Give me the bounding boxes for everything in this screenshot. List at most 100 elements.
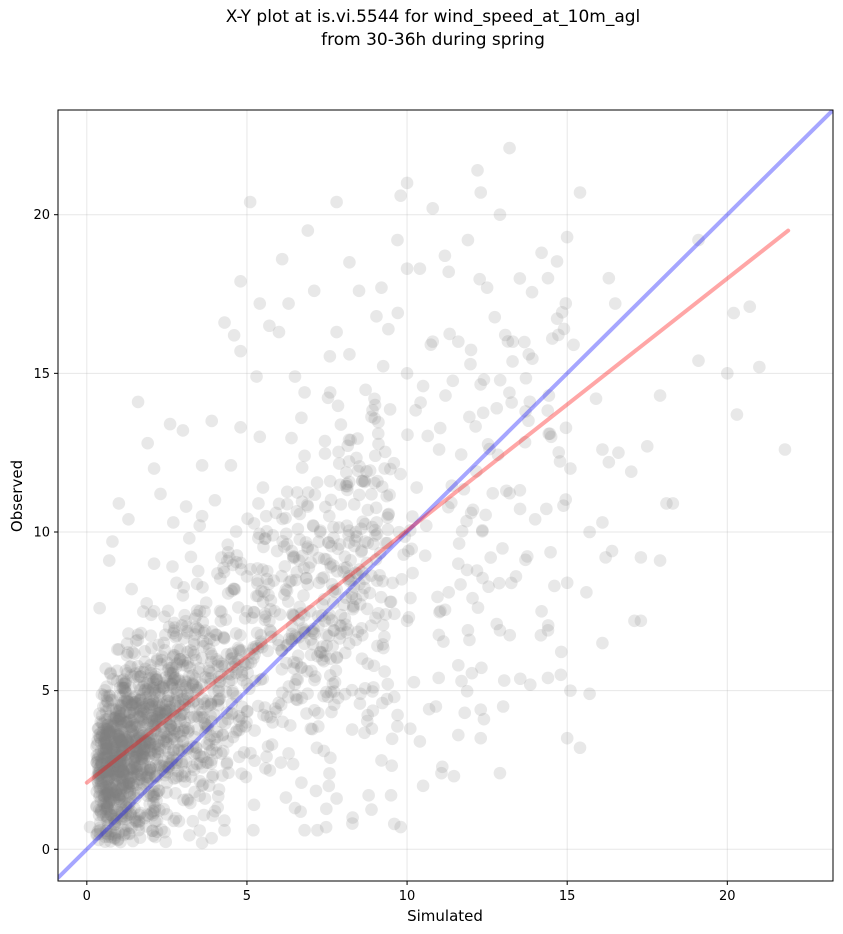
data-point xyxy=(109,712,123,726)
data-point xyxy=(692,233,705,247)
data-point xyxy=(289,689,302,702)
data-point xyxy=(177,580,191,594)
data-point xyxy=(162,762,176,775)
data-point xyxy=(275,569,288,583)
data-point xyxy=(247,605,261,619)
data-point xyxy=(195,779,209,793)
data-point xyxy=(91,825,105,838)
data-point xyxy=(339,618,352,631)
data-point xyxy=(143,766,157,780)
data-point xyxy=(464,357,477,371)
data-point xyxy=(100,802,113,816)
data-point xyxy=(119,733,132,746)
data-point xyxy=(368,412,382,425)
data-point xyxy=(123,796,137,809)
data-point xyxy=(96,770,110,783)
data-point xyxy=(189,683,203,697)
data-point xyxy=(99,742,113,755)
data-point xyxy=(193,757,207,770)
data-point xyxy=(149,677,163,691)
data-point xyxy=(125,762,139,776)
data-point xyxy=(358,581,371,595)
data-point xyxy=(150,745,164,759)
data-point xyxy=(301,498,314,512)
data-point xyxy=(305,624,319,638)
data-point xyxy=(113,765,126,778)
data-point xyxy=(554,668,568,682)
data-point xyxy=(660,497,673,510)
data-point xyxy=(256,563,269,576)
data-point xyxy=(191,682,204,695)
data-point xyxy=(105,768,119,782)
data-point xyxy=(104,726,117,740)
data-point xyxy=(526,352,539,366)
data-point xyxy=(129,760,142,773)
data-point xyxy=(158,760,171,774)
data-point xyxy=(120,698,134,712)
data-point xyxy=(134,731,147,745)
data-point xyxy=(541,619,555,632)
data-point xyxy=(347,539,361,553)
data-point xyxy=(158,733,171,746)
data-point xyxy=(384,595,398,609)
data-point xyxy=(102,702,116,715)
data-point xyxy=(153,683,166,697)
data-point xyxy=(210,746,223,760)
data-point xyxy=(105,718,119,732)
data-point xyxy=(118,706,131,719)
data-point xyxy=(171,764,185,778)
data-point xyxy=(461,624,475,637)
data-point xyxy=(311,649,324,663)
data-point xyxy=(173,652,187,666)
data-point xyxy=(220,756,234,769)
data-point xyxy=(123,787,137,800)
data-point xyxy=(464,343,478,357)
data-point xyxy=(414,396,427,409)
data-point xyxy=(341,439,355,453)
data-point xyxy=(172,744,185,757)
data-point xyxy=(137,777,150,790)
data-point xyxy=(418,549,432,562)
data-point xyxy=(346,599,360,612)
data-point xyxy=(112,759,125,773)
data-point xyxy=(298,449,311,463)
data-point xyxy=(93,601,106,615)
data-point xyxy=(133,694,146,707)
data-point xyxy=(125,744,138,757)
data-point xyxy=(120,716,134,729)
data-point xyxy=(332,445,345,459)
data-point xyxy=(248,647,261,661)
data-point xyxy=(153,680,167,693)
data-point xyxy=(486,487,500,500)
data-point xyxy=(168,649,182,662)
data-point xyxy=(107,789,121,802)
data-point xyxy=(359,383,372,397)
data-point xyxy=(270,544,284,558)
data-point xyxy=(181,742,194,756)
data-point xyxy=(113,727,126,741)
data-point xyxy=(353,598,367,611)
data-point xyxy=(164,719,178,732)
data-point xyxy=(115,717,128,730)
data-point xyxy=(126,762,139,775)
data-point xyxy=(201,722,215,735)
data-point xyxy=(432,671,445,685)
data-point xyxy=(535,605,548,618)
data-point xyxy=(167,626,180,640)
data-point xyxy=(250,577,264,590)
data-point xyxy=(482,580,495,594)
data-point xyxy=(208,804,222,818)
data-point xyxy=(195,651,209,665)
data-point xyxy=(391,233,404,247)
data-point xyxy=(353,577,366,591)
data-point xyxy=(330,650,344,664)
data-point xyxy=(351,432,364,445)
data-point xyxy=(233,645,247,658)
data-point xyxy=(149,670,162,684)
data-point xyxy=(454,448,468,461)
data-point xyxy=(104,808,118,822)
data-point xyxy=(349,525,363,539)
data-point xyxy=(150,654,164,668)
data-point xyxy=(241,657,255,670)
data-point xyxy=(349,566,362,579)
